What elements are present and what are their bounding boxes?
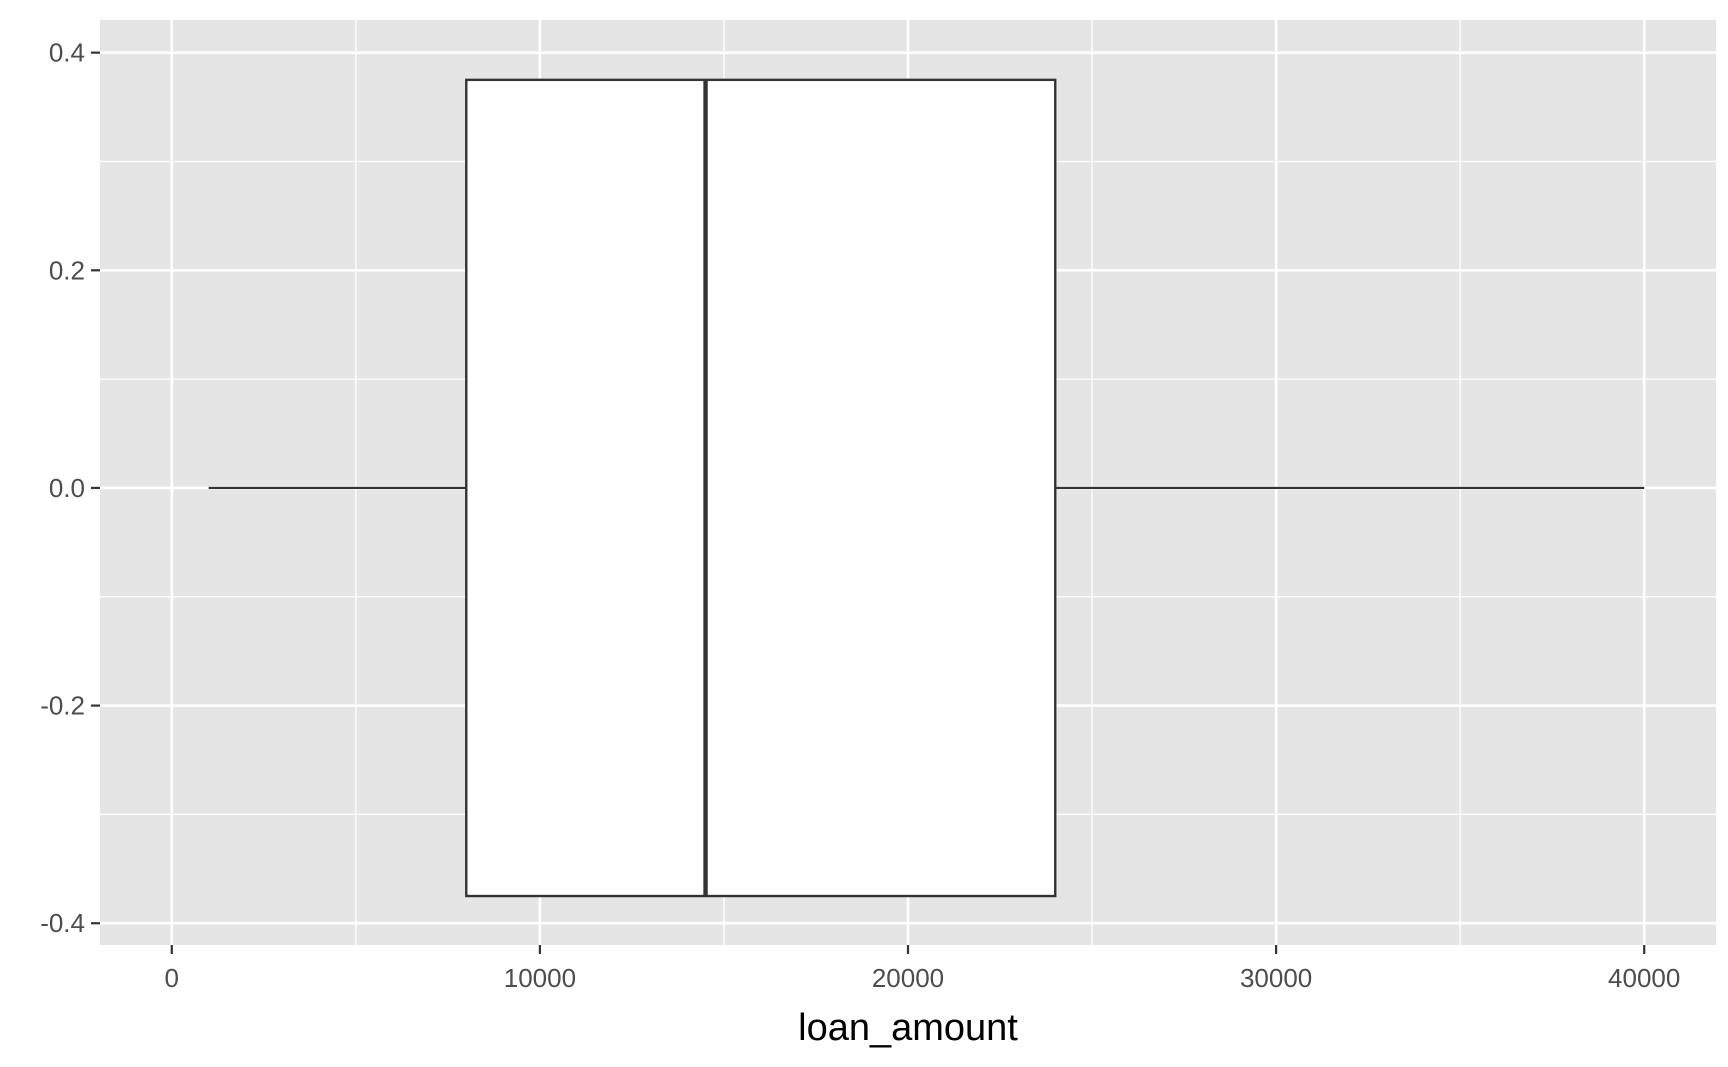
- x-axis-title: loan_amount: [798, 1007, 1018, 1049]
- y-tick-label: -0.2: [40, 691, 85, 721]
- x-tick-label: 30000: [1240, 963, 1312, 993]
- x-tick-label: 0: [165, 963, 179, 993]
- x-axis: 0 10000 20000 30000 40000: [165, 945, 1680, 993]
- iqr-box: [465, 78, 1057, 898]
- boxplot: [208, 78, 1645, 898]
- y-axis: 0.4 0.2 0.0 -0.2 -0.4: [40, 38, 100, 938]
- y-tick-label: 0.2: [49, 255, 85, 285]
- x-tick-label: 20000: [872, 963, 944, 993]
- y-tick-label: 0.0: [49, 473, 85, 503]
- x-tick-label: 10000: [504, 963, 576, 993]
- y-tick-label: 0.4: [49, 38, 85, 68]
- y-tick-label: -0.4: [40, 908, 85, 938]
- x-tick-label: 40000: [1608, 963, 1680, 993]
